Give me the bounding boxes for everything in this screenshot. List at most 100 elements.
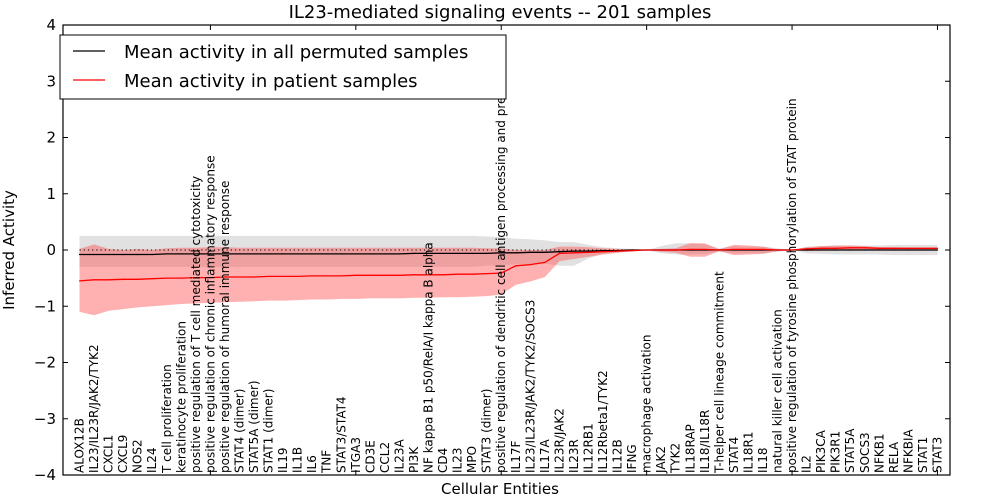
data-point: [660, 249, 662, 251]
data-point: [936, 247, 939, 249]
data-point: [122, 278, 124, 280]
data-point: [689, 248, 691, 251]
x-category-label: CD4: [436, 448, 450, 473]
data-point: [122, 253, 124, 256]
data-point: [326, 253, 328, 255]
data-point: [573, 252, 575, 254]
x-category-label: IL12RB1: [582, 423, 596, 473]
data-point: [835, 247, 837, 249]
data-point: [253, 276, 255, 278]
data-point: [631, 249, 633, 252]
data-point: [151, 253, 153, 256]
x-category-label: IL23: [451, 448, 465, 474]
y-tick-label: −3: [34, 410, 56, 428]
x-category-label: STAT5A (dimer): [247, 380, 261, 473]
data-point: [864, 247, 866, 249]
x-category-label: T cell proliferation: [160, 364, 174, 474]
data-point: [238, 276, 241, 278]
data-point: [78, 280, 81, 282]
data-point: [108, 253, 110, 256]
x-category-label: IL12Rbeta1/TYK2: [596, 370, 610, 473]
data-point: [427, 274, 430, 276]
data-point: [849, 247, 851, 249]
x-category-label: IL23A: [392, 439, 406, 473]
data-point: [878, 249, 880, 251]
data-point: [471, 252, 473, 254]
data-point: [384, 274, 386, 276]
data-point: [457, 252, 459, 254]
data-point: [369, 274, 371, 276]
data-point: [544, 251, 546, 253]
data-point: [340, 253, 342, 255]
data-point: [820, 249, 822, 251]
x-category-label: IL23R: [567, 439, 581, 473]
data-point: [602, 249, 604, 252]
x-category-label: IFNG: [625, 444, 639, 473]
data-point: [267, 275, 270, 278]
data-point: [587, 250, 590, 252]
x-category-label: CXCL1: [102, 435, 116, 473]
data-point: [646, 249, 648, 251]
data-point: [616, 250, 619, 252]
data-point: [282, 253, 284, 255]
data-point: [457, 273, 459, 275]
legend: Mean activity in all permuted samples Me…: [59, 34, 507, 100]
band-permuted: [79, 235, 938, 267]
x-category-label: STAT1: [916, 437, 930, 473]
data-point: [195, 276, 197, 279]
x-category-label: STAT3: [931, 437, 945, 473]
data-point: [544, 261, 546, 263]
x-category-label: STAT3/STAT4: [334, 396, 348, 473]
x-category-label: macrophage activation: [640, 335, 654, 473]
x-category-label: TNF: [320, 450, 334, 474]
data-point: [137, 278, 139, 280]
data-point: [529, 251, 531, 253]
x-category-label: STAT4: [727, 437, 741, 473]
data-point: [602, 251, 604, 253]
data-point: [326, 275, 328, 277]
category-labels: ALOX12B IL23/IL23R/JAK2/TYK2 CXCL1 CXCL9 NOS…: [73, 40, 945, 474]
x-category-label: keratinocyte proliferation: [174, 321, 188, 473]
data-point: [195, 253, 197, 255]
data-point: [311, 275, 313, 277]
data-point: [762, 248, 764, 251]
data-point: [922, 249, 924, 251]
x-category-label: IL23R/JAK2: [552, 408, 566, 473]
x-category-label: positive regulation of chronic inflammat…: [203, 155, 217, 473]
data-point: [253, 253, 255, 255]
data-point: [209, 276, 212, 279]
x-category-label: PIK3R1: [829, 431, 843, 473]
data-point: [805, 248, 808, 250]
data-point: [893, 249, 895, 251]
x-category-label: STAT5A: [843, 428, 857, 473]
chart-title: IL23-mediated signaling events -- 201 sa…: [289, 2, 712, 23]
x-category-label: CD3E: [363, 440, 377, 473]
data-point: [93, 253, 95, 256]
y-axis: −4 −3 −2 −1 0 1 2 3 4: [34, 16, 950, 484]
x-category-label: IL19: [276, 448, 290, 474]
data-point: [835, 249, 837, 251]
data-point: [515, 252, 517, 254]
data-point: [747, 248, 750, 251]
x-category-label: IL18RAP: [683, 424, 697, 473]
data-point: [78, 253, 81, 256]
data-point: [471, 273, 473, 275]
data-point: [369, 253, 371, 255]
y-tick-label: −2: [34, 354, 56, 372]
data-point: [384, 253, 386, 255]
x-category-label: ITGA3: [349, 437, 363, 473]
x-category-label: positive regulation of dendritic cell an…: [494, 40, 508, 473]
x-category-label: T-helper cell lineage commitment: [712, 271, 726, 474]
data-point: [864, 249, 866, 251]
x-category-label: IL17A: [538, 439, 552, 473]
data-point: [893, 247, 895, 249]
data-point: [907, 247, 909, 249]
x-category-label: SOCS3: [858, 432, 872, 473]
legend-box: [59, 34, 507, 100]
data-point: [340, 275, 342, 277]
data-point: [529, 264, 531, 266]
x-category-label: STAT4 (dimer): [233, 389, 247, 473]
x-category-label: natural killer cell activation: [771, 309, 785, 473]
data-point: [166, 277, 168, 279]
